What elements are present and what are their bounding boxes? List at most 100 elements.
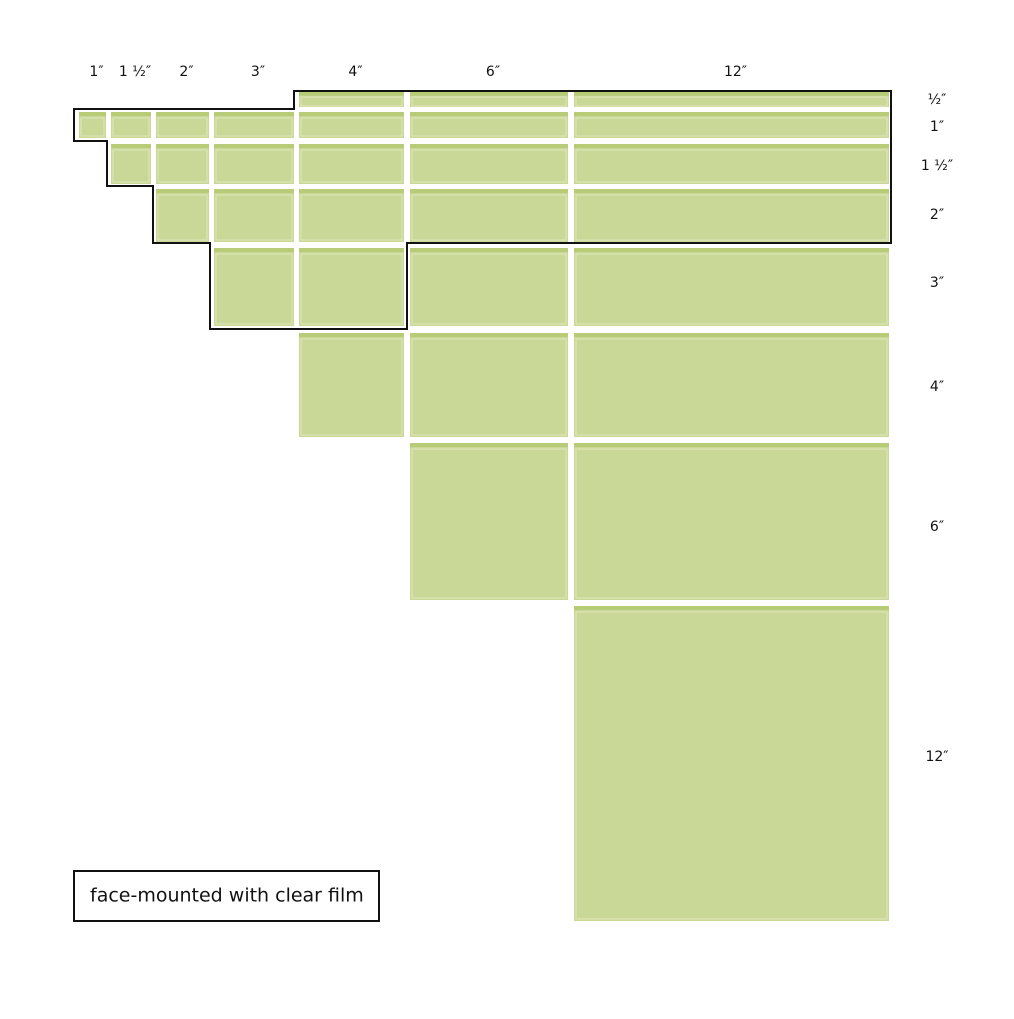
tiles (79, 92, 889, 921)
row-label: 4″ (930, 379, 944, 395)
tile (574, 248, 889, 326)
tile-highlight (112, 117, 150, 137)
tile (79, 112, 106, 138)
tile-highlight (215, 117, 293, 137)
legend-box (73, 870, 380, 922)
tile-highlight (575, 149, 888, 183)
tile-edge (299, 189, 404, 193)
row-label: 1 ½″ (921, 158, 953, 174)
row-label: 1″ (930, 119, 944, 135)
tile-highlight (411, 96, 567, 107)
tile-highlight (411, 253, 567, 325)
tile-highlight (300, 117, 403, 137)
tile-edge (214, 144, 294, 148)
tile-highlight (300, 149, 403, 183)
tile (410, 112, 568, 138)
tile-highlight (80, 117, 105, 137)
tile-edge (574, 333, 889, 337)
tile (214, 112, 294, 138)
tile (111, 112, 151, 138)
tile-highlight (575, 96, 888, 107)
tile-highlight (575, 611, 888, 920)
tile-highlight (300, 194, 403, 241)
tile-edge (299, 92, 404, 96)
row-label: 2″ (930, 207, 944, 223)
tile-highlight (215, 194, 293, 241)
tile (299, 189, 404, 242)
tile-highlight (575, 117, 888, 137)
tile-edge (410, 144, 568, 148)
column-label: 6″ (486, 64, 500, 80)
tile-edge (111, 112, 151, 116)
column-label: 12″ (724, 64, 747, 80)
tile (574, 606, 889, 921)
tile-edge (214, 248, 294, 252)
face-mounted-outline (73, 90, 892, 330)
tile (410, 333, 568, 437)
tile (214, 189, 294, 242)
tile-edge (156, 112, 209, 116)
tile (574, 443, 889, 600)
tile-highlight (411, 149, 567, 183)
column-label: 1″ (89, 64, 103, 80)
column-label: 4″ (348, 64, 362, 80)
row-label: 12″ (925, 749, 948, 765)
tile-edge (79, 112, 106, 116)
tile-highlight (575, 338, 888, 436)
tile-edge (156, 189, 209, 193)
tile-edge (410, 112, 568, 116)
tile-edge (410, 443, 568, 447)
tile-edge (410, 189, 568, 193)
tile-highlight (575, 194, 888, 241)
tile-edge (299, 112, 404, 116)
tile (299, 248, 404, 326)
tile-highlight (575, 253, 888, 325)
tile-edge (111, 144, 151, 148)
tile (574, 189, 889, 242)
tile-highlight (157, 117, 208, 137)
tile-edge (574, 144, 889, 148)
tile (299, 333, 404, 437)
column-label: 2″ (179, 64, 193, 80)
tile-highlight (411, 448, 567, 599)
tile (574, 112, 889, 138)
row-label: ½″ (928, 92, 947, 108)
tile (299, 144, 404, 184)
column-label: 1 ½″ (119, 64, 151, 80)
tile-edge (410, 333, 568, 337)
tile-highlight (575, 448, 888, 599)
tile-highlight (157, 149, 208, 183)
tile (214, 248, 294, 326)
tile (156, 144, 209, 184)
tile-highlight (411, 338, 567, 436)
tile-highlight (300, 338, 403, 436)
tile-edge (574, 248, 889, 252)
tile-highlight (112, 149, 150, 183)
tile-edge (299, 333, 404, 337)
tile (574, 144, 889, 184)
tile (299, 112, 404, 138)
tile-edge (299, 144, 404, 148)
tile-highlight (411, 117, 567, 137)
tile (410, 443, 568, 600)
tile (410, 189, 568, 242)
tile-highlight (300, 96, 403, 107)
tile-edge (410, 248, 568, 252)
tile-highlight (215, 253, 293, 325)
tile-edge (574, 189, 889, 193)
tile (214, 144, 294, 184)
legend-text: face-mounted with clear film (90, 885, 364, 907)
tile (111, 144, 151, 184)
tile-edge (156, 144, 209, 148)
tile (410, 144, 568, 184)
row-label: 3″ (930, 275, 944, 291)
tile (410, 248, 568, 326)
tile-edge (574, 606, 889, 610)
tile-edge (574, 112, 889, 116)
tile-edge (214, 189, 294, 193)
tile-edge (574, 92, 889, 96)
row-label: 6″ (930, 519, 944, 535)
tile (574, 333, 889, 437)
tile-edge (299, 248, 404, 252)
